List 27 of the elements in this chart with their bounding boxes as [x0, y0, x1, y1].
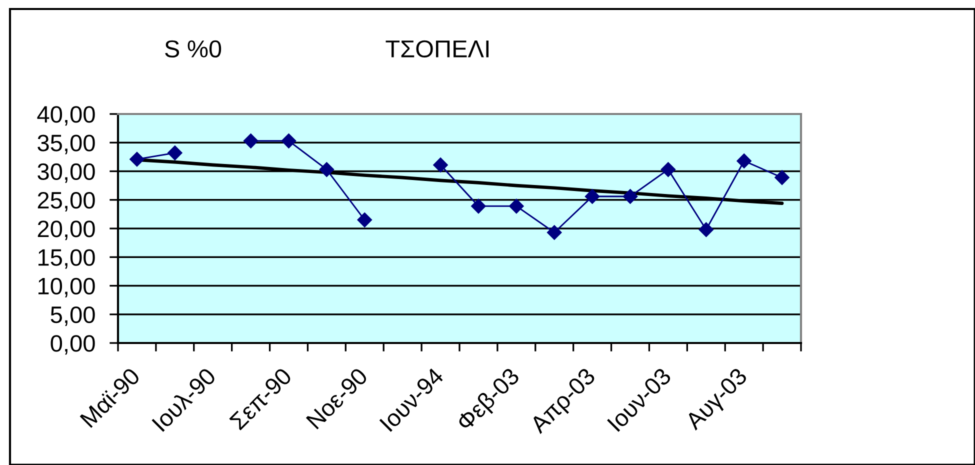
y-tick-label: 10,00 [38, 278, 95, 298]
point [698, 222, 714, 238]
chart-title: ΤΣΟΠΕΛΙ [386, 40, 489, 58]
point [243, 134, 258, 148]
point [130, 152, 144, 167]
y-axis-title: S %0 [165, 40, 222, 58]
point [281, 134, 296, 148]
point [471, 198, 486, 214]
point [168, 146, 182, 160]
point [736, 154, 752, 168]
point [774, 170, 790, 185]
y-tick-label: 30,00 [38, 163, 95, 183]
point [433, 158, 448, 172]
y-tick-label: 15,00 [38, 249, 95, 269]
y-tick-label: 20,00 [38, 220, 95, 240]
point [584, 189, 600, 204]
point [319, 162, 334, 177]
point [546, 225, 562, 240]
y-tick-label: 5,00 [50, 306, 95, 326]
y-tick-label: 25,00 [38, 192, 95, 212]
point [509, 198, 524, 214]
point [622, 189, 638, 204]
y-tick-label: 35,00 [38, 134, 95, 154]
y-tick-label: 0,00 [50, 335, 95, 355]
point [357, 212, 372, 228]
y-tick-label: 40,00 [37, 106, 95, 126]
point [660, 162, 676, 177]
